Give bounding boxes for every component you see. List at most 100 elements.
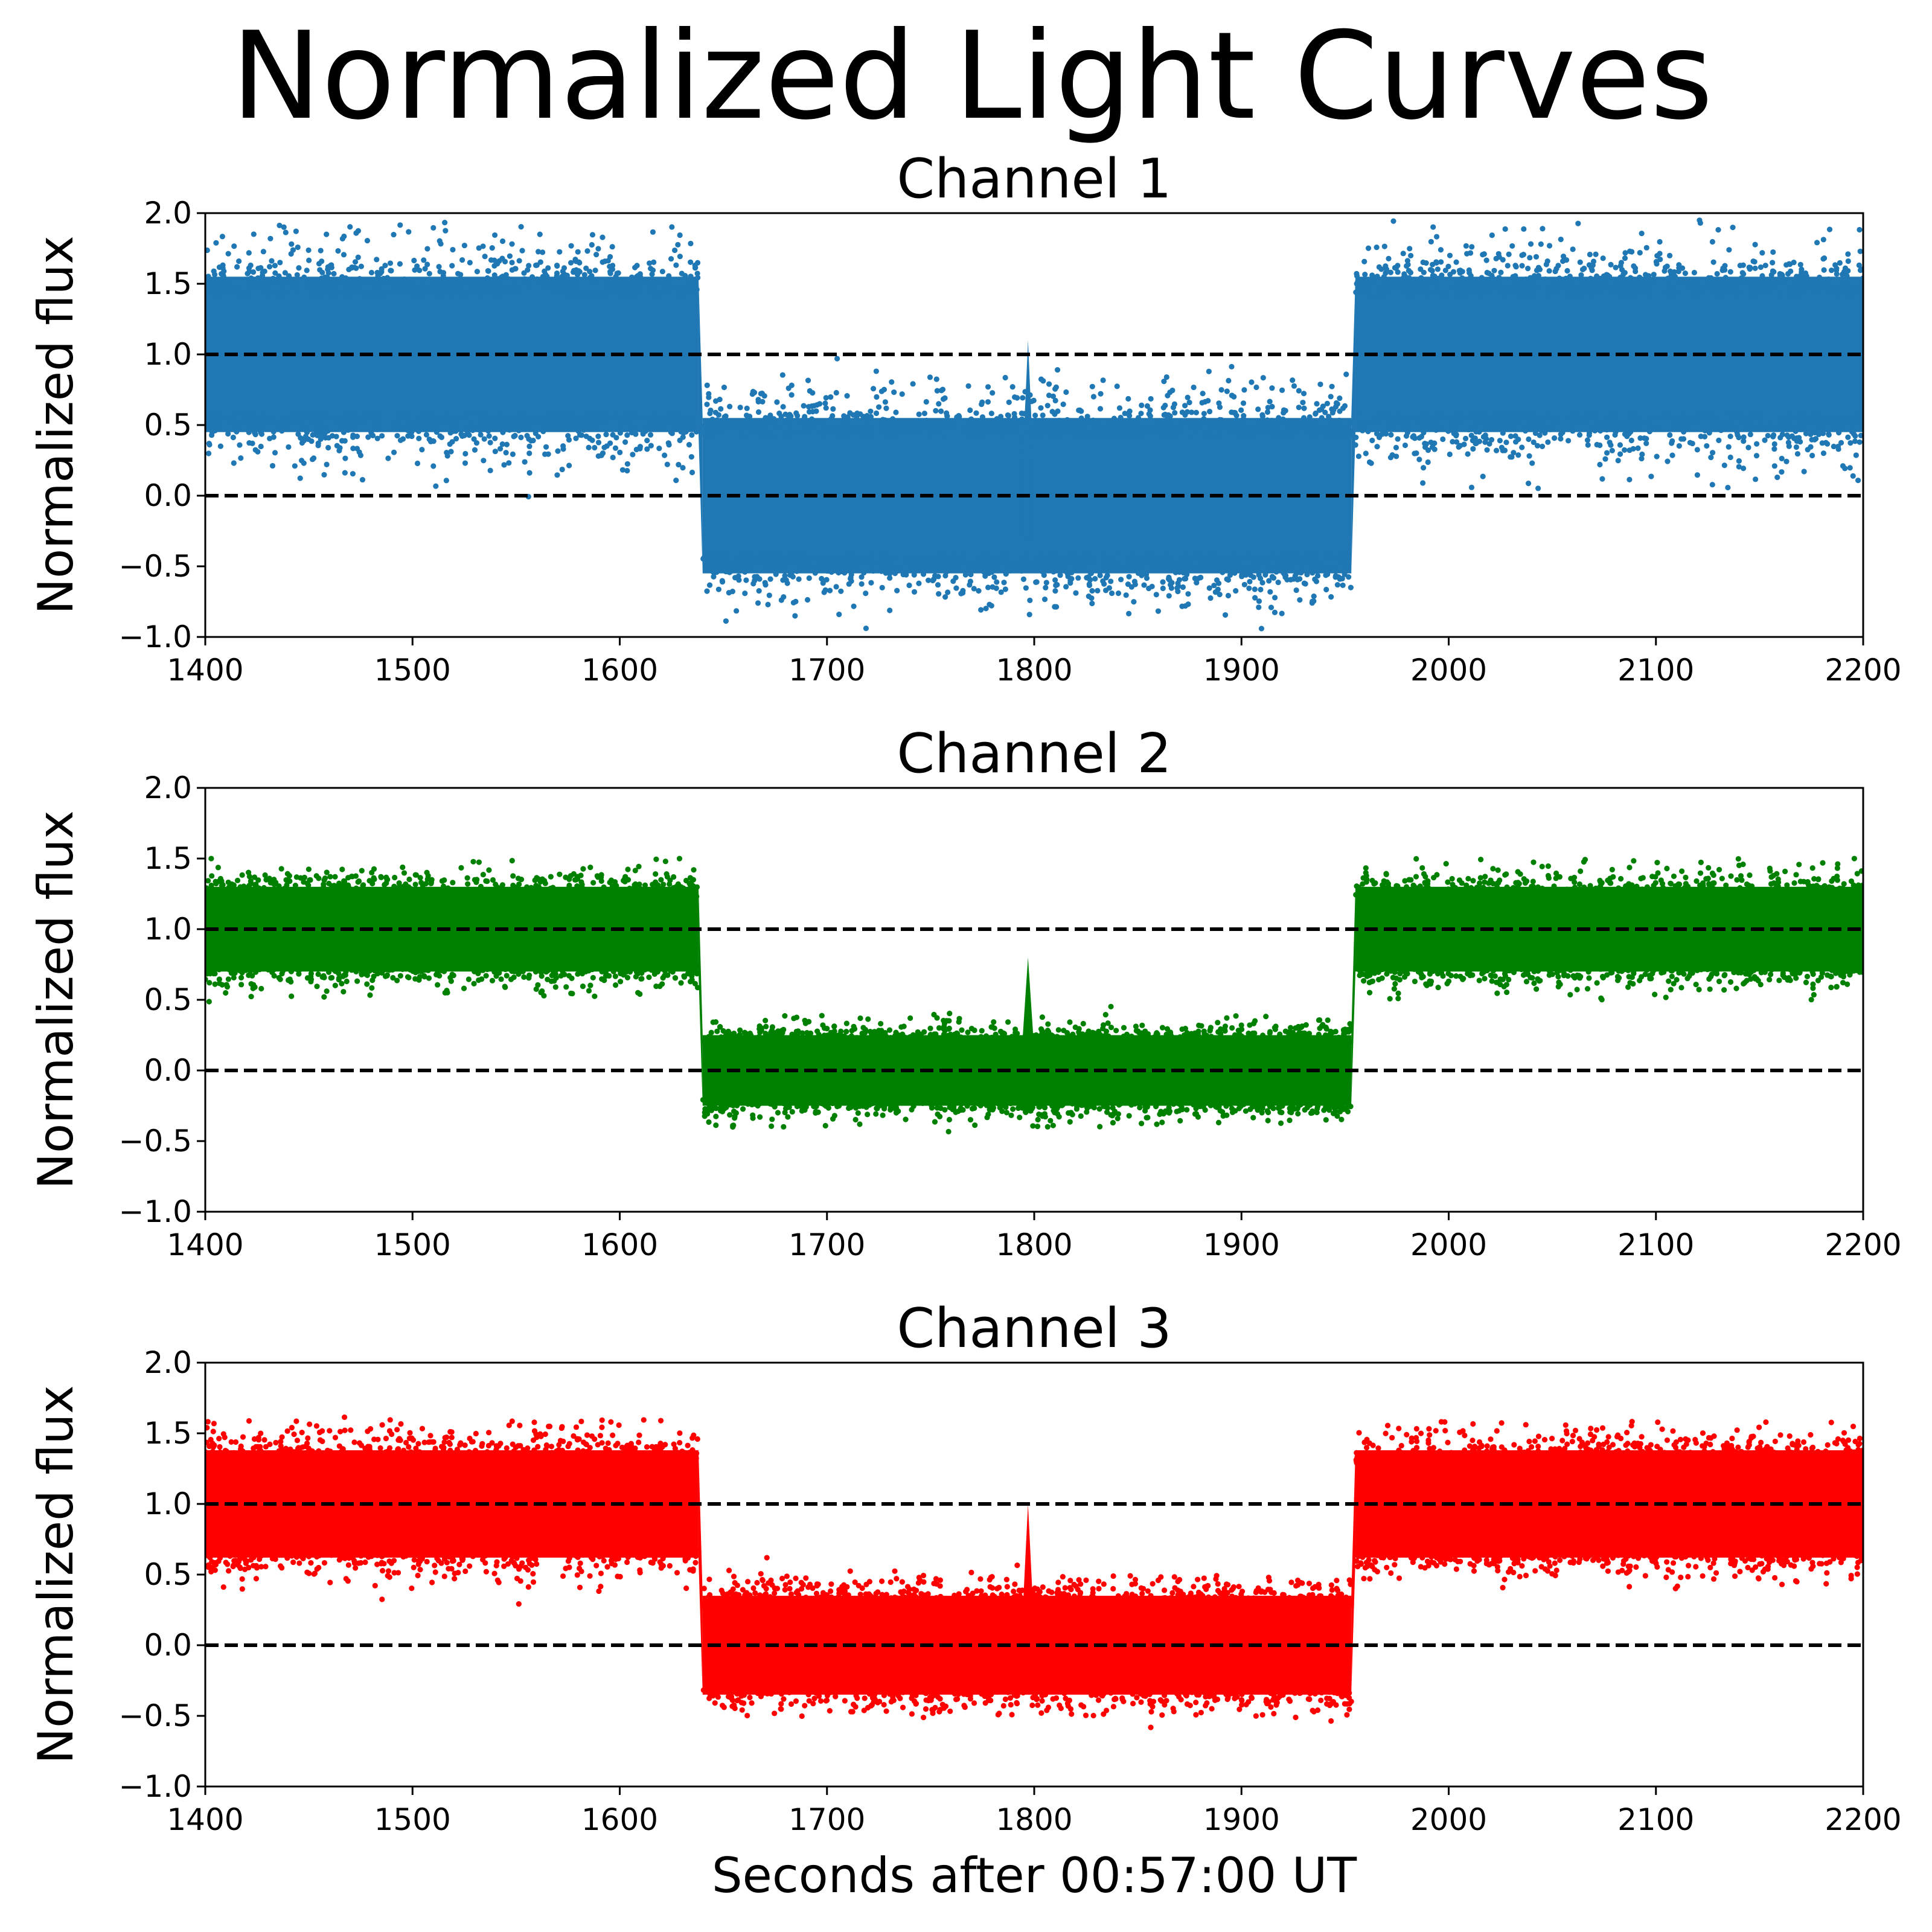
data-point [1445, 263, 1451, 269]
data-point [1695, 420, 1701, 426]
data-point [364, 981, 370, 987]
x-tick-label: 2000 [1410, 653, 1487, 688]
data-point [1821, 267, 1827, 273]
data-point [644, 438, 650, 444]
data-point [449, 263, 455, 269]
data-point [1722, 275, 1729, 281]
data-point [880, 557, 886, 563]
data-point [1038, 429, 1044, 435]
data-point [769, 434, 775, 440]
data-point [310, 432, 316, 438]
data-point [1326, 414, 1332, 420]
data-point [1318, 434, 1324, 440]
data-point [935, 582, 941, 588]
data-point [238, 982, 245, 988]
data-point [1505, 285, 1511, 291]
data-point [1293, 587, 1299, 593]
data-point [1634, 415, 1640, 421]
data-point [1525, 481, 1532, 487]
data-point [281, 224, 287, 230]
data-point [763, 1017, 769, 1023]
data-point [838, 588, 844, 594]
data-point [1201, 411, 1207, 417]
data-point [514, 961, 520, 967]
data-point [389, 889, 395, 895]
data-point [1054, 366, 1061, 373]
data-point [366, 878, 373, 884]
data-point [742, 569, 748, 575]
data-point [1466, 267, 1472, 273]
data-point [1086, 557, 1092, 563]
data-point [1383, 430, 1389, 437]
data-point [259, 285, 265, 292]
data-point [331, 961, 337, 967]
data-point [1089, 383, 1095, 389]
data-point [678, 980, 684, 986]
data-point [896, 567, 902, 573]
data-point [538, 969, 544, 975]
data-point [494, 891, 500, 897]
data-point [648, 292, 654, 298]
data-point [1313, 555, 1319, 561]
data-point [1287, 1117, 1293, 1124]
data-point [423, 432, 430, 438]
data-point [329, 433, 336, 439]
data-point [1288, 562, 1294, 568]
data-point [1064, 417, 1070, 423]
data-point [1168, 585, 1174, 591]
data-point [429, 877, 435, 883]
data-point [831, 430, 837, 437]
data-point [705, 433, 712, 440]
data-point [545, 967, 551, 974]
data-point [1216, 563, 1222, 569]
data-point [587, 425, 593, 431]
data-point [1464, 251, 1470, 257]
data-point [365, 434, 371, 440]
data-point [1631, 263, 1637, 269]
data-point [537, 231, 543, 237]
data-point [1220, 569, 1226, 575]
data-point [315, 971, 321, 977]
data-point [1799, 410, 1805, 416]
data-point [577, 963, 583, 969]
data-point [1600, 255, 1606, 261]
data-point [595, 961, 601, 967]
data-point [482, 277, 488, 284]
data-point [1381, 243, 1387, 249]
data-point [448, 978, 454, 984]
data-point [219, 234, 225, 240]
data-point [316, 291, 323, 297]
data-point [632, 959, 639, 965]
data-point [1509, 243, 1515, 249]
data-point [1226, 377, 1232, 384]
data-point [540, 249, 546, 255]
data-point [646, 891, 652, 897]
data-point [1063, 389, 1069, 395]
data-point [234, 877, 241, 883]
data-point [1532, 430, 1538, 437]
data-point [694, 894, 700, 900]
data-point [1831, 423, 1837, 429]
data-point [327, 281, 333, 287]
data-point [950, 578, 956, 584]
data-point [321, 994, 327, 1000]
data-point [1586, 410, 1592, 417]
data-point [1405, 261, 1411, 267]
data-point [209, 873, 215, 879]
data-point [1523, 276, 1529, 283]
data-point [1269, 427, 1275, 433]
data-point [486, 867, 492, 873]
data-point [504, 973, 510, 979]
data-point [1284, 432, 1290, 438]
data-point [1236, 430, 1242, 436]
data-point [1428, 238, 1434, 245]
data-point [1419, 414, 1425, 420]
transition-band [1351, 886, 1356, 1106]
data-point [776, 567, 782, 574]
data-point [868, 408, 874, 414]
data-point [1617, 442, 1623, 448]
data-point [819, 419, 826, 425]
data-point [352, 278, 358, 284]
data-point [591, 958, 598, 964]
data-point [238, 964, 245, 970]
